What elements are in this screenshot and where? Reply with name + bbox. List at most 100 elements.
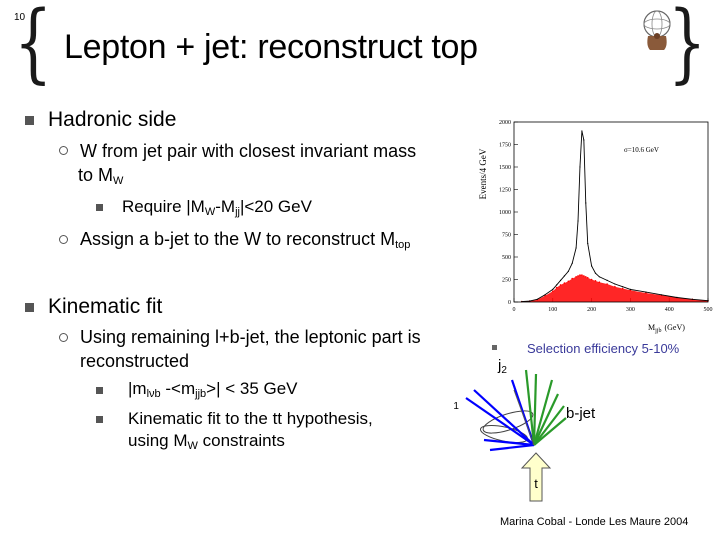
series-total-point: [559, 279, 562, 281]
selection-efficiency: Selection efficiency 5-10%: [527, 341, 680, 356]
bullet-circle: [59, 333, 68, 342]
subitem-require-mw: Require |MW-Mjj|<20 GeV: [122, 197, 312, 218]
bullet-square-small: [96, 204, 103, 211]
series-total-point: [577, 220, 579, 222]
bullet-circle: [59, 235, 68, 244]
y-axis-label: Events/4 GeV: [478, 148, 488, 199]
series-background-point: [606, 283, 608, 285]
series-total-point: [556, 284, 558, 286]
item-line: reconstructed: [80, 351, 190, 371]
bullet-circle: [59, 146, 68, 155]
x-tick-label: 200: [587, 307, 596, 313]
series-background-point: [555, 286, 558, 289]
series-background-point: [594, 280, 597, 282]
series-total-point: [585, 202, 587, 204]
series-total-point: [587, 242, 589, 245]
event-diagram: j2 j1 b-jet: [454, 357, 596, 452]
item-line: Using remaining l+b-jet, the leptonic pa…: [80, 327, 421, 347]
y-tick-label: 1250: [499, 188, 511, 194]
x-axis-label: Mjjb (GeV): [648, 323, 685, 334]
atlas-logo: [643, 10, 671, 50]
x-tick-label: 400: [665, 307, 674, 313]
series-total-point: [598, 276, 600, 278]
series-background-point: [621, 287, 624, 290]
plot-frame: [513, 121, 709, 303]
series-total-point: [629, 288, 631, 290]
subitem-mass-cut: |mlνb -<mjjb>| < 35 GeV: [128, 379, 298, 400]
top-arrow: t: [520, 452, 552, 502]
left-brace: {: [14, 0, 53, 93]
section-heading-hadronic: Hadronic side: [48, 108, 177, 131]
series-total-point: [622, 286, 624, 288]
series-total-point: [567, 270, 569, 272]
series-total-point: [691, 298, 694, 300]
item-assign-bjet: Assign a b-jet to the W to reconstruct M…: [80, 229, 411, 251]
series-total-point: [645, 291, 647, 293]
series-background-point: [571, 277, 573, 280]
series-background-point: [563, 282, 566, 284]
top-label: t: [534, 476, 538, 491]
bullet-square-small: [96, 416, 103, 423]
item-w-from-jet-pair: W from jet pair with closest invariant m…: [78, 139, 460, 193]
series-background-point: [581, 274, 583, 276]
slide-number: 10: [14, 12, 26, 23]
series-total-point: [571, 262, 573, 264]
bullet-square: [25, 116, 34, 125]
slide-title: Lepton + jet: reconstruct top: [64, 28, 478, 66]
y-tick-label: 500: [502, 255, 511, 261]
item-line: using MW constraints: [128, 431, 285, 452]
series-background-point: [614, 285, 616, 288]
item-remaining-l-bjet: Using remaining l+b-jet, the leptonic pa…: [80, 325, 470, 373]
bullet-square-small: [96, 387, 103, 394]
item-line: W from jet pair with closest invariant m…: [80, 141, 417, 161]
series-total-point: [552, 288, 554, 290]
y-tick-label: 0: [508, 300, 511, 306]
x-tick-label: 300: [626, 307, 635, 313]
y-tick-label: 1750: [499, 143, 511, 149]
bjet-label: b-jet: [566, 405, 596, 422]
series-background-point: [575, 276, 577, 278]
series-total-point: [594, 272, 597, 274]
x-tick-label: 100: [548, 307, 557, 313]
series-background-point: [577, 275, 579, 277]
series-total-point: [591, 265, 593, 267]
series-background-point: [567, 280, 570, 283]
y-tick-label: 1000: [499, 210, 511, 216]
y-tick-label: 750: [502, 233, 511, 239]
series-background-point: [579, 274, 581, 276]
bullet-square-small: [492, 345, 497, 350]
series-total-point: [579, 166, 581, 168]
series-total-point: [606, 279, 608, 281]
series-background-point: [586, 276, 589, 279]
footer-author: Marina Cobal - Londe Les Maure 2004: [500, 516, 689, 528]
right-brace: }: [668, 0, 707, 93]
series-total-point: [583, 139, 585, 141]
series-background-point: [552, 290, 554, 292]
sigma-annotation: σ=10.6 GeV: [624, 146, 659, 154]
subitem-kinematic-fit: Kinematic fit to the tt hypothesis, usin…: [128, 408, 373, 457]
series-total-point: [563, 275, 566, 277]
series-background-point: [590, 278, 593, 281]
x-tick-label: 500: [704, 307, 713, 313]
mjjb-histogram: Events/4 GeV σ=10.6 GeV Mjjb (GeV) 0 250 50…: [478, 120, 713, 334]
y-tick-label: 2000: [499, 120, 511, 126]
series-background-point: [559, 284, 562, 286]
series-total-point: [660, 294, 663, 296]
series-total-line: [521, 130, 709, 302]
item-line: to MW: [78, 165, 124, 187]
series-total-point: [528, 300, 531, 302]
x-tick-label: 0: [513, 307, 516, 313]
series-total-point: [614, 283, 616, 285]
y-tick-label: 250: [502, 278, 511, 284]
series-total-point: [544, 294, 546, 296]
series-total-point: [536, 298, 538, 300]
series-total-point: [575, 247, 577, 249]
bullet-square: [25, 303, 34, 312]
series-background-point: [598, 281, 601, 283]
section-heading-kinematic-fit: Kinematic fit: [48, 295, 163, 318]
jet-label-j1: j1: [454, 393, 459, 412]
series-background-point: [583, 275, 585, 277]
y-tick-label: 1500: [499, 165, 511, 171]
series-total-point: [676, 296, 678, 299]
item-line: Kinematic fit to the tt hypothesis,: [128, 409, 373, 428]
